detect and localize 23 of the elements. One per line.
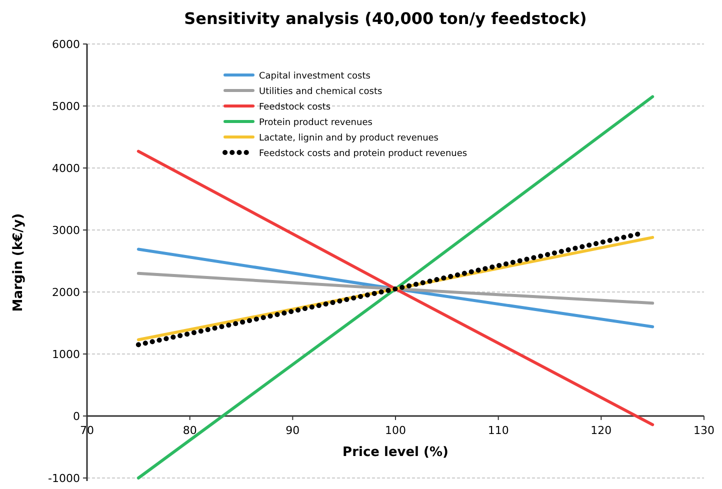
x-tick-label: 130	[694, 424, 714, 437]
legend-label: Feedstock costs	[259, 102, 331, 112]
y-tick-label: 5000	[52, 100, 80, 113]
y-tick-label: 2000	[52, 286, 80, 299]
legend-label: Protein product revenues	[259, 118, 373, 128]
y-tick-label: 1000	[52, 348, 80, 361]
y-tick-label: 3000	[52, 224, 80, 237]
x-axis-title: Price level (%)	[342, 445, 448, 460]
y-tick-label: -1000	[48, 472, 80, 485]
chart-title: Sensitivity analysis (40,000 ton/y feedstock)	[184, 9, 587, 28]
y-tick-label: 0	[73, 410, 80, 423]
x-tick-label: 120	[590, 424, 612, 437]
x-tick-label: 100	[385, 424, 406, 437]
y-axis-title: Margin (k€/y)	[11, 213, 26, 312]
y-tick-label: 6000	[52, 38, 80, 51]
legend-label: Capital investment costs	[259, 72, 371, 82]
x-tick-label: 80	[182, 424, 197, 437]
legend-label: Utilities and chemical costs	[259, 87, 382, 97]
y-tick-label: 4000	[52, 162, 80, 175]
x-tick-label: 110	[488, 424, 509, 437]
legend-label: Lactate, lignin and by product revenues	[259, 134, 439, 144]
x-tick-label: 90	[286, 424, 300, 437]
legend-label: Feedstock costs and protein product revenues	[259, 149, 468, 159]
